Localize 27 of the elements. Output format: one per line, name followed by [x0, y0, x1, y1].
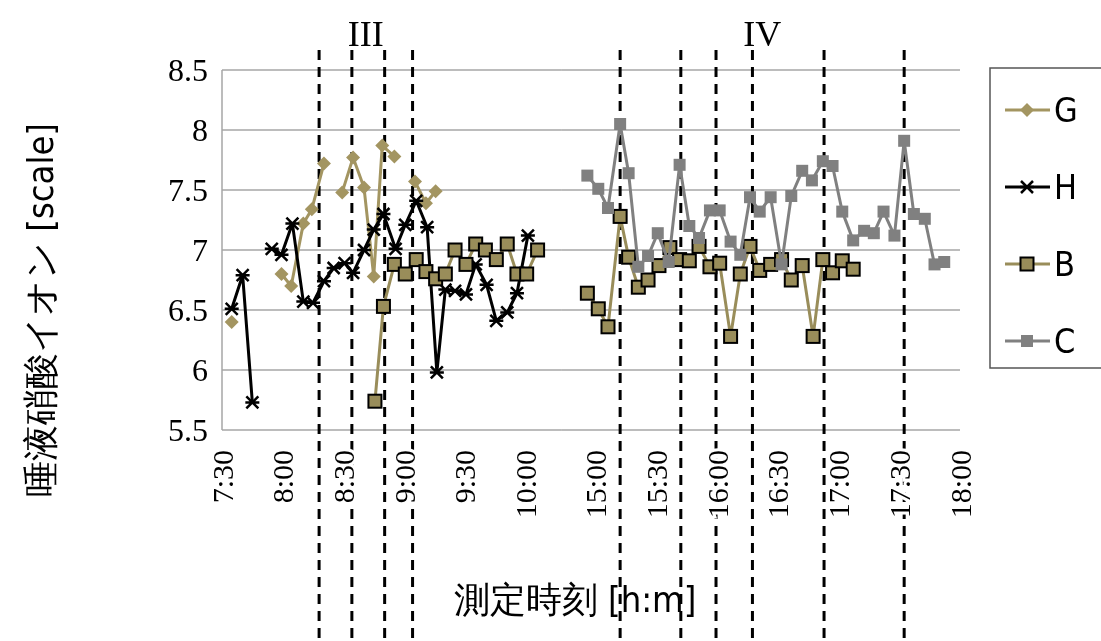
x-tick-label: 18:00 — [943, 450, 977, 519]
y-tick-label: 6.5 — [168, 292, 208, 328]
x-tick-label: 8:30 — [326, 450, 360, 504]
y-tick-label: 8 — [192, 112, 208, 148]
legend-label: B — [1054, 244, 1075, 284]
x-tick-label: 10:00 — [508, 450, 542, 519]
legend-label: C — [1054, 321, 1076, 361]
y-tick-label: 6 — [192, 352, 208, 388]
y-tick-label: 7 — [192, 232, 208, 268]
y-tick-label: 7.5 — [168, 172, 208, 208]
text: III — [347, 14, 384, 54]
text: IV — [743, 14, 782, 54]
x-tick-label: 9:30 — [448, 450, 482, 504]
x-tick-label: 15:30 — [640, 450, 674, 519]
x-tick-label: 17:00 — [822, 450, 856, 519]
y-tick-label: 5.5 — [168, 412, 208, 448]
x-tick-label: 15:00 — [579, 450, 613, 519]
x-tick-label: 8:00 — [266, 450, 300, 504]
y-axis-title: 唾液硝酸イオン [scale] — [19, 122, 61, 498]
x-tick-label: 7:30 — [205, 450, 239, 504]
x-tick-label: 17:30 — [882, 450, 916, 519]
x-tick-label: 9:00 — [387, 450, 421, 504]
legend-label: H — [1054, 167, 1078, 207]
legend-label: G — [1054, 90, 1078, 130]
y-tick-label: 8.5 — [168, 52, 208, 88]
x-axis-title: 測定時刻 [h:m] — [453, 579, 697, 620]
x-tick-label: 16:30 — [761, 450, 795, 519]
